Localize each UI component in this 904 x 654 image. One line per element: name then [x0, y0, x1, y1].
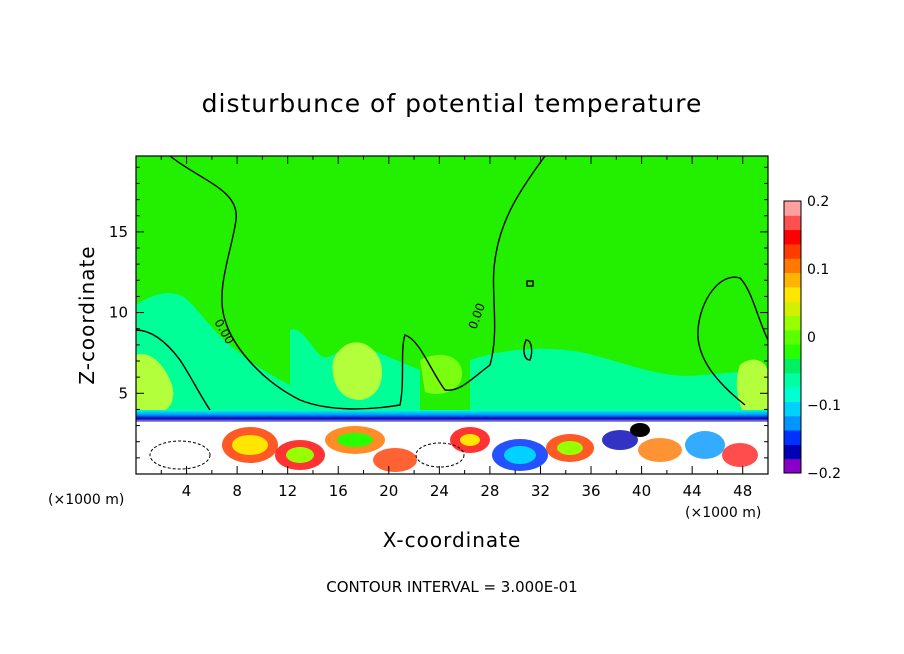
cool-region-left — [136, 293, 290, 410]
x-tick-label: 40 — [632, 482, 651, 500]
colorbar-tick-label: 0 — [807, 330, 816, 346]
colorbar-swatch — [784, 258, 801, 274]
colorbar-swatch — [784, 301, 801, 317]
colorbar-tick-label: −0.2 — [807, 466, 841, 482]
colorbar-frame — [783, 200, 802, 474]
x-tick-label: 44 — [683, 482, 702, 500]
colorbar-swatch — [784, 229, 801, 245]
warm-region-center — [332, 342, 382, 400]
x-tick-label: 36 — [581, 482, 600, 500]
colorbar-swatch — [784, 387, 801, 402]
plot-frame — [135, 155, 769, 475]
colorbar — [783, 200, 802, 474]
y-tick-label: 15 — [109, 223, 128, 241]
contour-interval-note: CONTOUR INTERVAL = 3.000E-01 — [326, 578, 577, 596]
colorbar-swatch — [784, 286, 801, 302]
colorbar-tick-label: 0.2 — [807, 194, 829, 210]
y-axis: 5 10 15 — [109, 166, 768, 459]
warm-region-left — [136, 354, 174, 412]
x-tick-label: 8 — [232, 482, 242, 500]
x-tick-label: 28 — [480, 482, 499, 500]
chart-title: disturbunce of potential temperature — [202, 89, 703, 118]
warm-region-mid — [420, 354, 463, 394]
x-axis-label: X-coordinate — [383, 528, 522, 552]
colorbar-swatch — [784, 358, 801, 374]
y-axis-label: Z-coordinate — [75, 245, 99, 384]
x-tick-label: 32 — [531, 482, 550, 500]
x-axis: 4 8 12 16 20 24 28 32 36 40 44 48 — [160, 156, 752, 500]
colorbar-swatch — [784, 201, 801, 216]
x-tick-label: 20 — [379, 482, 398, 500]
x-unit-left: (×1000 m) — [48, 492, 124, 508]
colorbar-swatch — [784, 315, 801, 331]
x-tick-label: 16 — [329, 482, 348, 500]
x-tick-label: 24 — [430, 482, 449, 500]
cool-region-right — [470, 348, 768, 410]
colorbar-swatch — [784, 444, 801, 460]
colorbar-swatch — [784, 415, 801, 431]
colorbar-swatch — [784, 401, 801, 417]
turbulent-blobs — [149, 423, 758, 472]
y-tick-label: 5 — [118, 384, 128, 402]
y-tick-label: 10 — [109, 304, 128, 322]
colorbar-swatch — [784, 243, 801, 259]
zero-contours — [136, 156, 768, 411]
colorbar-swatch — [784, 329, 801, 345]
colorbar-swatch — [784, 272, 801, 288]
x-tick-label: 12 — [278, 482, 297, 500]
x-tick-label: 48 — [733, 482, 752, 500]
colorbar-swatch — [784, 372, 801, 388]
warm-region-right — [736, 359, 768, 410]
colorbar-tick-label: 0.1 — [807, 262, 829, 278]
colorbar-ticks: 0.2 0.1 0 −0.1 −0.2 — [807, 194, 841, 482]
colorbar-swatch — [784, 430, 801, 445]
x-tick-label: 4 — [182, 482, 192, 500]
colorbar-swatch — [784, 458, 801, 474]
boundary-layer — [136, 410, 768, 424]
x-unit-right: (×1000 m) — [685, 505, 761, 521]
colorbar-swatch — [784, 215, 801, 231]
plot-area: 0.00 0.00 — [136, 156, 768, 474]
colorbar-tick-label: −0.1 — [807, 398, 841, 414]
colorbar-swatch — [784, 344, 801, 359]
